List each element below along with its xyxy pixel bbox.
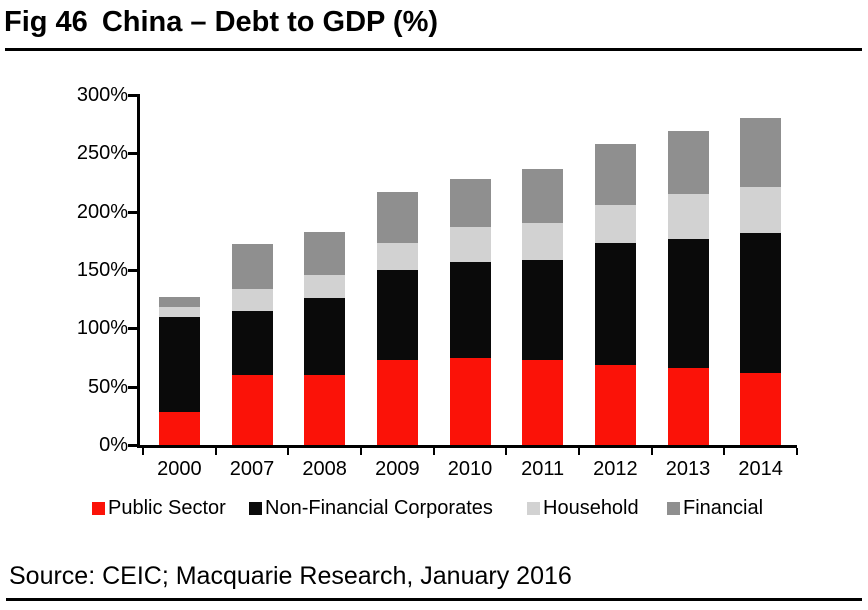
legend-swatch-icon xyxy=(667,501,680,515)
x-tick-mark xyxy=(360,448,362,455)
y-axis-line xyxy=(137,94,140,448)
legend-swatch-icon xyxy=(92,501,105,515)
legend-item-public-sector: Public Sector xyxy=(92,496,226,519)
bar-segment-non-financial-corporates-2013 xyxy=(667,238,709,368)
bar-segment-non-financial-corporates-2012 xyxy=(594,243,636,365)
y-tick-label: 300% xyxy=(76,84,128,106)
y-tick-mark xyxy=(128,385,140,389)
source-text: Source: CEIC; Macquarie Research, Januar… xyxy=(9,562,572,590)
y-tick-label: 250% xyxy=(76,142,128,165)
bar-segment-non-financial-corporates-2008 xyxy=(304,298,346,375)
x-tick-label: 2014 xyxy=(738,458,783,480)
bar-segment-non-financial-corporates-2014 xyxy=(740,232,782,373)
bar-segment-household-2008 xyxy=(304,274,346,298)
y-tick-label: 150% xyxy=(76,259,128,281)
bar-2009 xyxy=(376,191,418,445)
y-tick-label: 100% xyxy=(76,317,128,340)
bar-segment-public-sector-2013 xyxy=(667,368,709,445)
legend-item-non-financial-corporates: Non-Financial Corporates xyxy=(249,496,493,519)
x-tick-label: 2007 xyxy=(229,458,275,480)
bar-segment-public-sector-2000 xyxy=(158,412,200,445)
x-tick-label: 2008 xyxy=(302,458,347,480)
legend-swatch-icon xyxy=(249,501,262,515)
bar-segment-financial-2014 xyxy=(740,118,782,188)
x-tick-label: 2010 xyxy=(447,458,493,480)
bar-2014 xyxy=(740,118,782,445)
x-tick-mark xyxy=(505,448,508,455)
bar-segment-financial-2012 xyxy=(594,144,636,205)
legend-label: Public Sector xyxy=(108,496,226,519)
x-tick-mark xyxy=(142,448,144,455)
y-tick-mark xyxy=(128,444,140,447)
x-tick-label: 2000 xyxy=(157,458,202,480)
bar-segment-public-sector-2011 xyxy=(522,359,564,445)
bar-segment-financial-2010 xyxy=(449,179,491,227)
bar-segment-public-sector-2009 xyxy=(376,359,418,445)
y-tick-label: 0% xyxy=(99,434,128,456)
bar-segment-household-2014 xyxy=(740,187,782,233)
bar-segment-financial-2007 xyxy=(231,244,273,289)
bar-segment-public-sector-2008 xyxy=(304,375,346,445)
bar-2011 xyxy=(522,168,564,445)
x-tick-label: 2009 xyxy=(375,458,420,480)
x-tick-mark xyxy=(796,448,798,455)
bar-segment-financial-2000 xyxy=(158,296,200,308)
bar-2007 xyxy=(231,244,273,445)
x-tick-label: 2013 xyxy=(665,458,711,480)
bar-2012 xyxy=(594,144,636,445)
bar-segment-household-2012 xyxy=(594,204,636,244)
bar-segment-non-financial-corporates-2007 xyxy=(231,310,273,375)
bar-segment-household-2011 xyxy=(522,223,564,260)
bar-segment-household-2009 xyxy=(376,243,418,271)
x-tick-mark xyxy=(723,448,726,455)
y-tick-label: 200% xyxy=(76,200,128,223)
bar-segment-non-financial-corporates-2000 xyxy=(158,316,200,413)
bar-2013 xyxy=(667,131,709,445)
legend-label: Household xyxy=(543,496,639,519)
x-tick-mark xyxy=(214,448,217,455)
bar-segment-non-financial-corporates-2011 xyxy=(522,259,564,360)
bar-segment-financial-2011 xyxy=(522,168,564,224)
bar-segment-public-sector-2007 xyxy=(231,375,273,445)
x-axis-line xyxy=(137,445,797,448)
figure-number: Fig 46 xyxy=(4,6,88,38)
legend-item-household: Household xyxy=(527,496,639,519)
figure-title: Fig 46 China – Debt to GDP (%) xyxy=(4,6,438,39)
y-tick-mark xyxy=(128,210,140,214)
y-tick-mark xyxy=(128,152,140,156)
bar-segment-financial-2009 xyxy=(376,191,418,244)
y-tick-mark xyxy=(128,94,140,97)
legend-label: Financial xyxy=(683,496,764,519)
bar-segment-public-sector-2012 xyxy=(594,364,636,445)
bar-segment-financial-2013 xyxy=(667,131,709,195)
bar-segment-non-financial-corporates-2010 xyxy=(449,261,491,358)
x-tick-mark xyxy=(287,448,290,455)
bar-segment-financial-2008 xyxy=(304,231,346,275)
bar-segment-household-2010 xyxy=(449,226,491,262)
x-tick-mark xyxy=(650,448,653,455)
figure-title-text: China – Debt to GDP (%) xyxy=(101,6,439,38)
legend-label: Non-Financial Corporates xyxy=(265,496,493,519)
bottom-divider xyxy=(6,598,862,601)
x-tick-mark xyxy=(432,448,435,455)
y-tick-label: 50% xyxy=(87,375,128,398)
bar-segment-household-2013 xyxy=(667,194,709,239)
x-tick-label: 2011 xyxy=(521,458,565,480)
bar-segment-household-2000 xyxy=(158,307,200,317)
bar-segment-household-2007 xyxy=(231,288,273,311)
title-divider xyxy=(5,48,862,51)
bar-2010 xyxy=(449,179,491,445)
legend-swatch-icon xyxy=(527,501,540,515)
y-tick-mark xyxy=(128,269,140,272)
bar-segment-non-financial-corporates-2009 xyxy=(376,270,418,360)
x-tick-mark xyxy=(578,448,580,455)
x-tick-label: 2012 xyxy=(593,458,638,480)
bar-2000 xyxy=(158,296,200,445)
bar-segment-public-sector-2014 xyxy=(740,372,782,445)
bar-2008 xyxy=(304,231,346,445)
legend-item-financial: Financial xyxy=(667,496,764,519)
bar-segment-public-sector-2010 xyxy=(449,357,491,445)
y-tick-mark xyxy=(128,327,140,331)
